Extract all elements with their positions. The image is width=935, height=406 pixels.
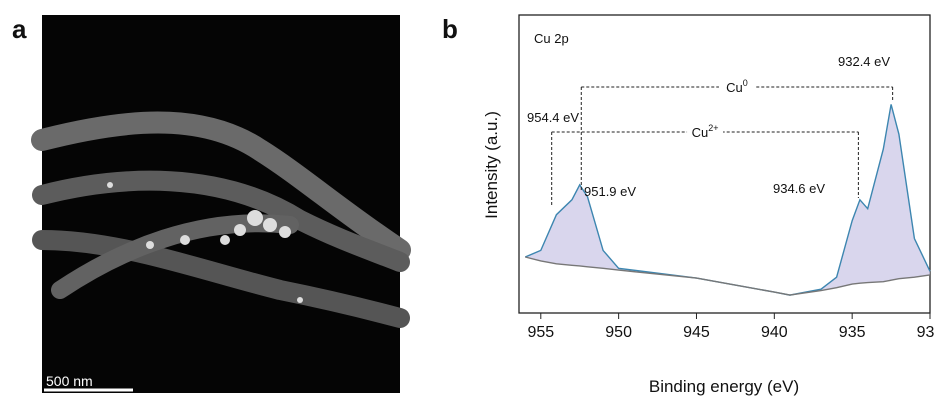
peak-label: 951.9 eV (584, 184, 636, 199)
x-tick-label: 955 (527, 324, 554, 341)
micrograph (31, 15, 411, 393)
bracket-label-base: Cu (692, 125, 709, 140)
x-axis-label: Binding energy (eV) (649, 377, 799, 396)
plot-frame (518, 14, 931, 314)
x-tick-label: 940 (761, 324, 788, 341)
peak-label: 932.4 eV (838, 54, 890, 69)
bracket-label: Cu0 (726, 78, 748, 95)
bracket-label-bg (687, 122, 724, 138)
panel-label: b (442, 14, 458, 44)
bracket-label-bg (718, 77, 755, 93)
bracket-label-sup: 2+ (708, 123, 718, 133)
y-axis-label: Intensity (a.u.) (482, 111, 501, 219)
x-tick-label: 935 (839, 324, 866, 341)
bracket-label: Cu2+ (692, 123, 719, 140)
chart-title: Cu 2p (534, 31, 569, 46)
scale-bar-label: 500 nm (46, 373, 93, 389)
background-line (525, 256, 931, 296)
bracket-label-base: Cu (726, 80, 743, 95)
peak-label: 934.6 eV (773, 181, 825, 196)
x-tick-label: 950 (605, 324, 632, 341)
x-tick-label: 945 (683, 324, 710, 341)
bracket-label-sup: 0 (743, 78, 748, 88)
x-tick-label: 930 (917, 324, 935, 341)
envelope-area (525, 104, 930, 296)
peak-label: 954.4 eV (527, 110, 579, 125)
panel-label: a (12, 14, 27, 44)
